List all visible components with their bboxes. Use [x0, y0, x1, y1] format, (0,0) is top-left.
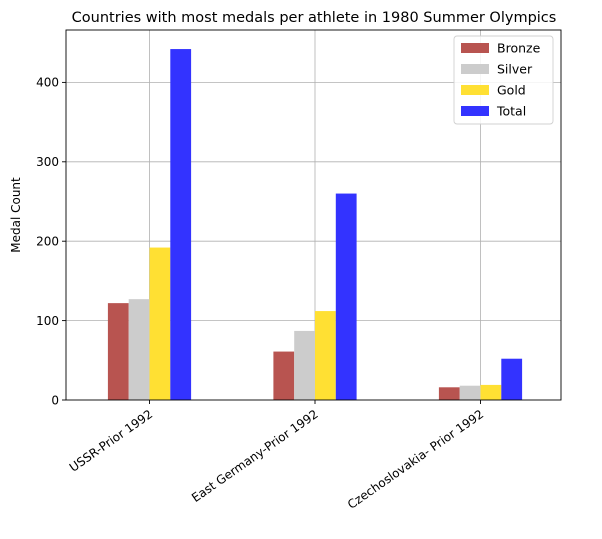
legend-label-total: Total: [496, 104, 526, 119]
legend-swatch-bronze: [461, 43, 489, 53]
y-axis-label: Medal Count: [9, 177, 23, 253]
bar-bronze-2: [438, 387, 460, 400]
legend-swatch-gold: [461, 85, 489, 95]
bar-silver-0: [128, 299, 150, 400]
legend-swatch-silver: [461, 64, 489, 74]
y-tick-label-1: 100: [36, 314, 59, 328]
y-tick-label-3: 300: [36, 155, 59, 169]
x-tick-label-0: USSR-Prior 1992: [67, 407, 155, 475]
bars: [107, 49, 523, 401]
bar-gold-0: [149, 247, 171, 400]
y-tick-label-4: 400: [36, 76, 59, 90]
y-tick-label-0: 0: [51, 393, 59, 407]
bar-total-2: [501, 358, 523, 400]
legend-box: [453, 35, 554, 125]
axes: [65, 29, 562, 401]
legend-label-bronze: Bronze: [497, 41, 541, 56]
x-tick-label-1: East Germany-Prior 1992: [189, 407, 321, 505]
plot-frame: [65, 29, 562, 401]
chart-title: Countries with most medals per athlete i…: [72, 10, 557, 26]
bar-bronze-1: [273, 351, 295, 400]
bar-silver-2: [459, 385, 481, 400]
bar-gold-2: [480, 384, 502, 400]
bar-total-0: [170, 49, 192, 401]
bar-total-1: [335, 193, 357, 400]
x-tick-label-2: Czechoslovakia- Prior 1992: [345, 407, 486, 512]
bar-bronze-0: [107, 303, 129, 400]
bar-gold-1: [315, 311, 336, 400]
legend-label-silver: Silver: [497, 62, 533, 77]
y-tick-label-2: 200: [36, 235, 59, 249]
legend: Bronze Silver Gold Total: [453, 35, 554, 125]
legend-swatch-total: [461, 106, 489, 116]
legend-label-gold: Gold: [497, 83, 526, 98]
bar-silver-1: [294, 330, 315, 400]
tick-labels: 0 100 200 300 400 USSR-Prior 1992 East Germany…: [36, 76, 486, 512]
